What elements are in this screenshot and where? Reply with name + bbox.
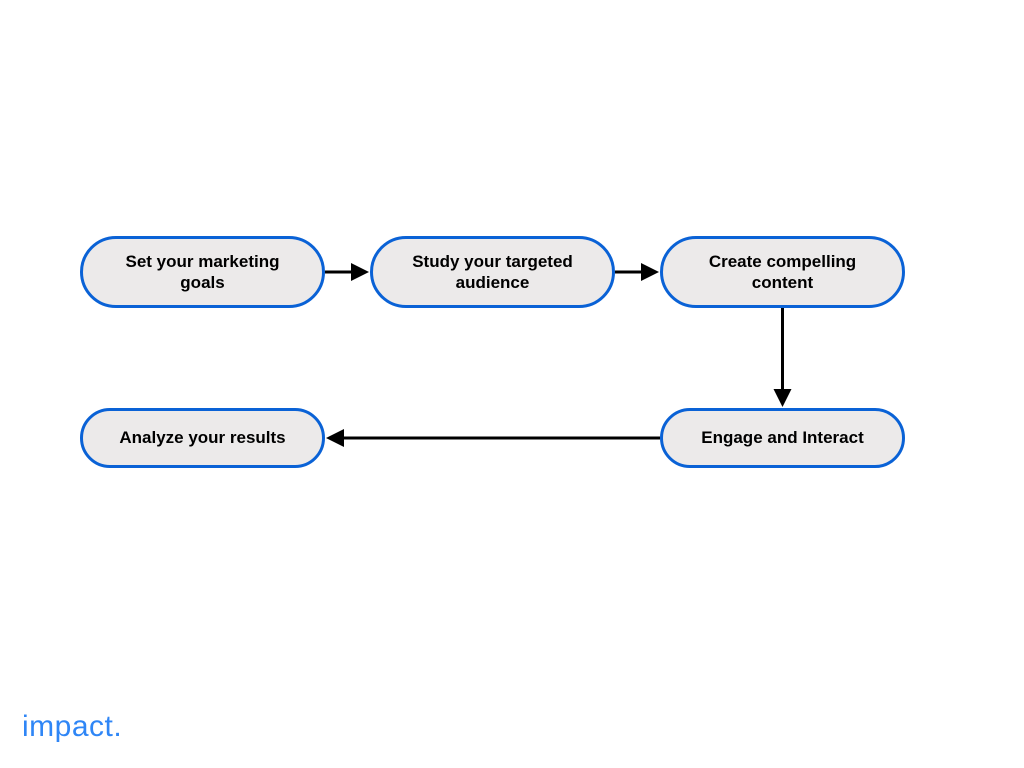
edges-layer <box>0 0 1024 768</box>
flow-node-n5: Analyze your results <box>80 408 325 468</box>
flow-node-n1: Set your marketing goals <box>80 236 325 308</box>
diagram-canvas: Set your marketing goals Study your targe… <box>0 0 1024 768</box>
brand-logo: impact. <box>22 710 122 744</box>
flow-node-n3: Create compelling content <box>660 236 905 308</box>
flow-node-n2: Study your targeted audience <box>370 236 615 308</box>
flow-node-n4: Engage and Interact <box>660 408 905 468</box>
